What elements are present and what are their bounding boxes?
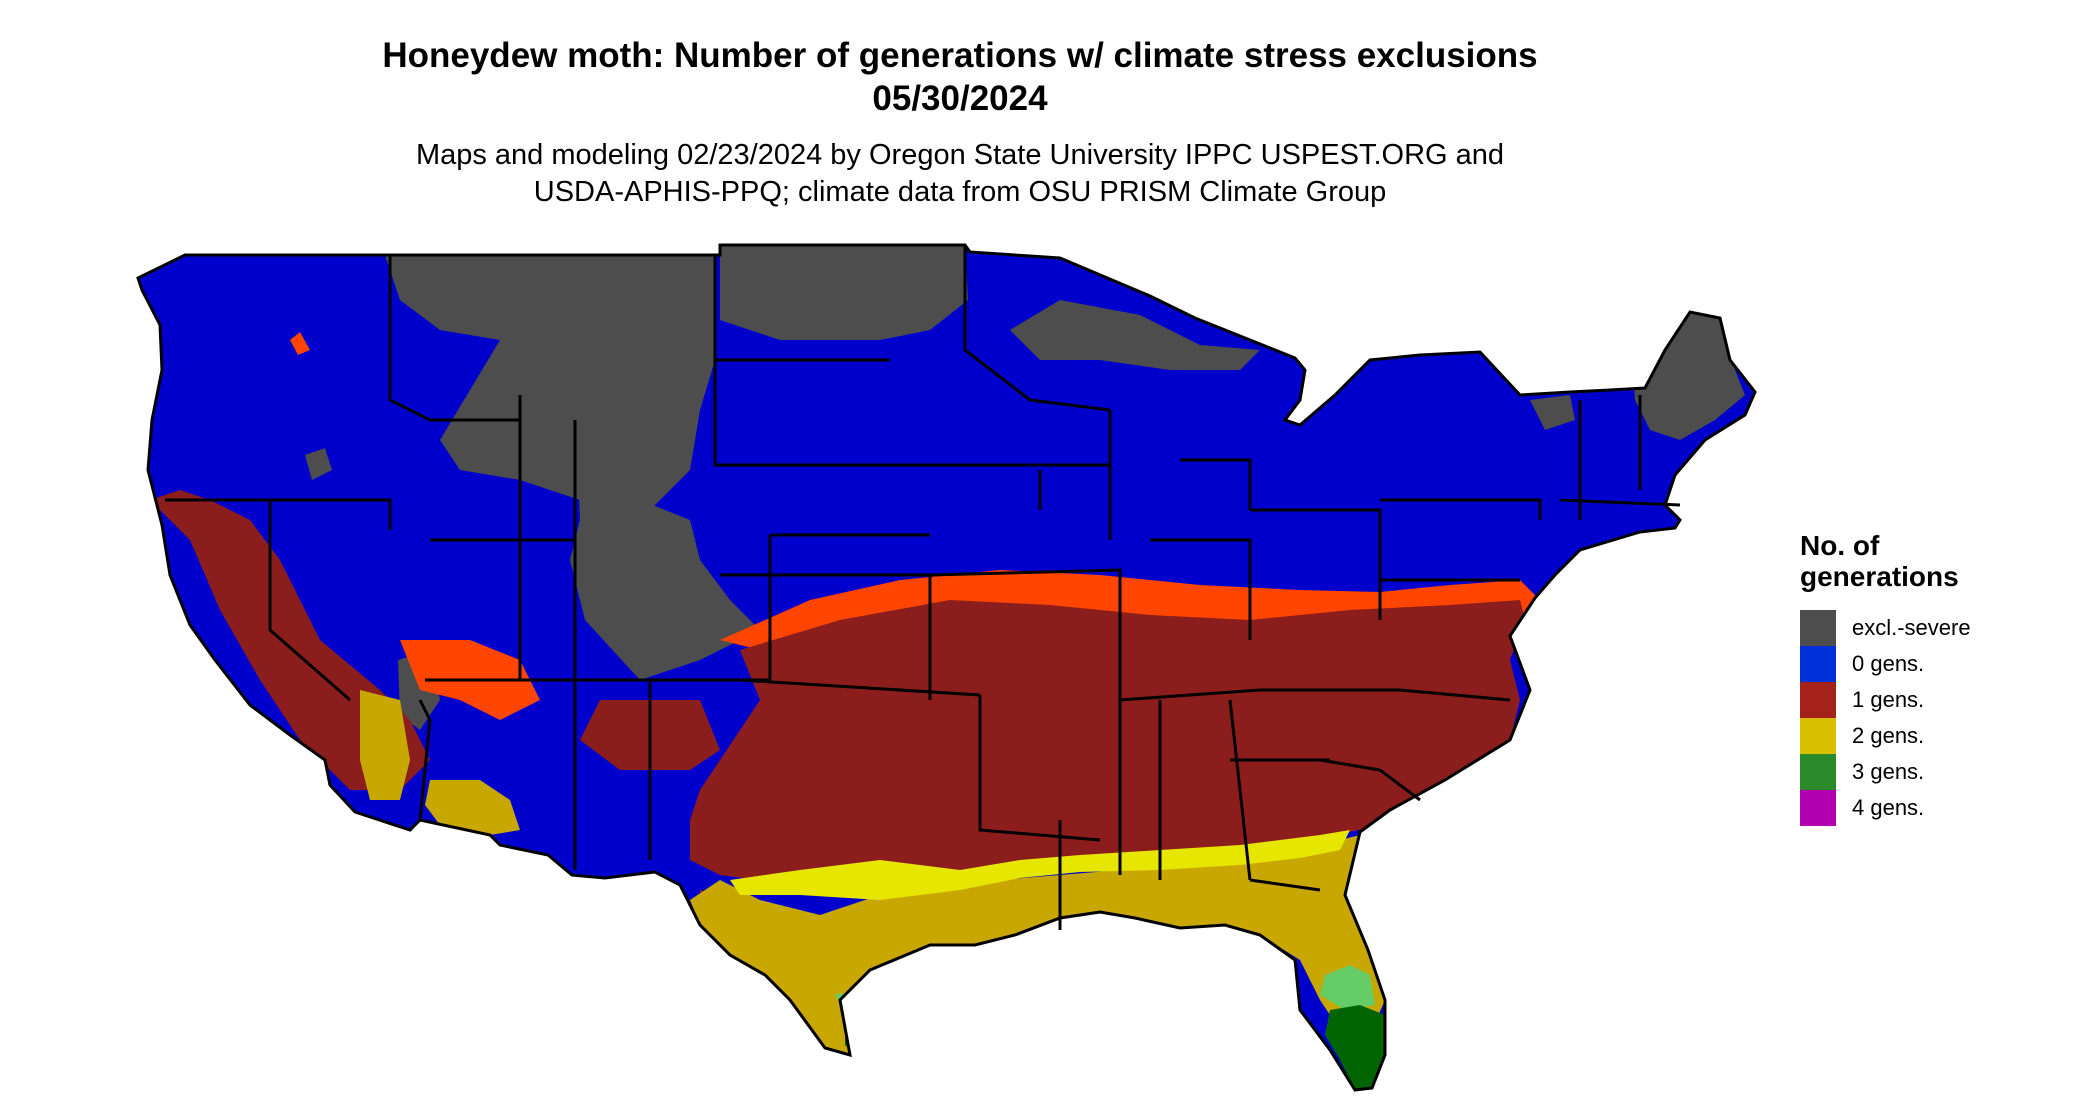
legend-title-line-2: generations: [1800, 561, 1959, 592]
legend-title: No. of generations: [1800, 530, 1971, 592]
legend-label: 1 gens.: [1852, 687, 1925, 712]
legend-item-0-gens: 0 gens.: [1800, 646, 1971, 682]
zone-excluded: [305, 245, 1745, 730]
state-borders: [136, 243, 1757, 1092]
map-subtitle: Maps and modeling 02/23/2024 by Oregon S…: [0, 137, 1920, 211]
subtitle-line-1: Maps and modeling 02/23/2024 by Oregon S…: [415, 139, 1505, 171]
legend: No. of generations excl.-severe 0 gens. …: [1800, 530, 1971, 826]
legend-label: excl.-severe: [1852, 615, 1971, 640]
zone-3-gens-early: [835, 965, 1375, 1020]
legend-label: 4 gens.: [1852, 795, 1925, 820]
generations-map: [136, 243, 1757, 1092]
legend-title-line-1: No. of: [1800, 530, 1880, 561]
legend-swatch: [1800, 754, 1836, 790]
legend-label: 3 gens.: [1852, 759, 1925, 784]
zone-2-gens: [360, 690, 1385, 1055]
legend-swatch: [1800, 682, 1836, 718]
legend-item-4-gens: 4 gens.: [1800, 790, 1971, 826]
map-title: Honeydew moth: Number of generations w/ …: [0, 34, 1920, 120]
legend-swatch: [1800, 610, 1836, 646]
title-date: 05/30/2024: [872, 79, 1048, 118]
generation-zones: [138, 245, 1755, 1090]
legend-swatch: [1800, 790, 1836, 826]
legend-label: 2 gens.: [1852, 723, 1925, 748]
legend-item-excluded: excl.-severe: [1800, 610, 1971, 646]
title-line-1: Honeydew moth: Number of generations w/ …: [382, 36, 1538, 75]
zone-2-gens-late: [730, 830, 1350, 900]
legend-swatch: [1800, 718, 1836, 754]
legend-swatch: [1800, 646, 1836, 682]
legend-item-3-gens: 3 gens.: [1800, 754, 1971, 790]
legend-label: 0 gens.: [1852, 651, 1925, 676]
legend-item-2-gens: 2 gens.: [1800, 718, 1971, 754]
subtitle-line-2: USDA-APHIS-PPQ; climate data from OSU PR…: [533, 176, 1387, 208]
legend-item-1-gens: 1 gens.: [1800, 682, 1971, 718]
